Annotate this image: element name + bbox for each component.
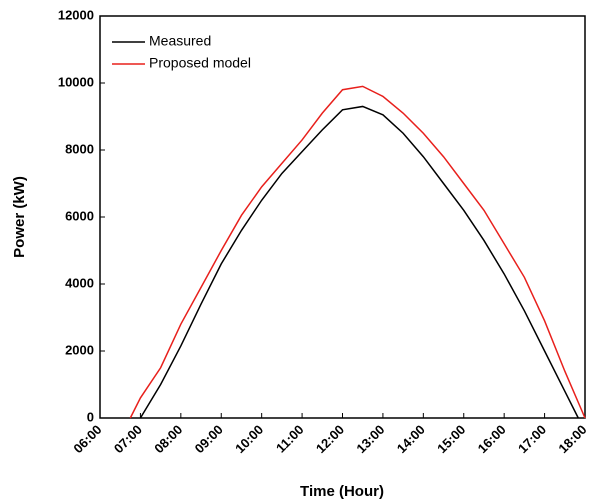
line bbox=[139, 105, 579, 419]
line bbox=[129, 85, 586, 419]
x-tick-label: 13:00 bbox=[353, 422, 387, 456]
y-tick-label: 10000 bbox=[58, 74, 94, 89]
x-axis-label: Time (Hour) bbox=[300, 483, 384, 500]
x-tick-label: 15:00 bbox=[434, 422, 468, 456]
y-tick-label: 6000 bbox=[65, 208, 94, 223]
x-tick-label: 14:00 bbox=[394, 422, 428, 456]
x-tick-label: 07:00 bbox=[111, 422, 145, 456]
x-tick-label: 12:00 bbox=[313, 422, 347, 456]
y-tick-label: 2000 bbox=[65, 342, 94, 357]
x-tick-label: 09:00 bbox=[192, 422, 226, 456]
x-tick-label: 17:00 bbox=[515, 422, 549, 456]
legend-label: Proposed model bbox=[149, 55, 251, 71]
x-tick-label: 10:00 bbox=[232, 422, 266, 456]
x-tick-label: 06:00 bbox=[70, 422, 104, 456]
x-tick-label: 16:00 bbox=[475, 422, 509, 456]
x-tick-label: 11:00 bbox=[273, 422, 307, 456]
y-axis-label: Power (kW) bbox=[11, 176, 28, 258]
y-tick-label: 0 bbox=[87, 409, 94, 424]
x-tick-label: 18:00 bbox=[555, 422, 589, 456]
y-tick-label: 8000 bbox=[65, 141, 94, 156]
x-tick-label: 08:00 bbox=[151, 422, 185, 456]
legend-label: Measured bbox=[149, 33, 211, 49]
plot-frame bbox=[99, 15, 586, 419]
y-tick-label: 12000 bbox=[58, 7, 94, 22]
y-tick-label: 4000 bbox=[65, 275, 94, 290]
